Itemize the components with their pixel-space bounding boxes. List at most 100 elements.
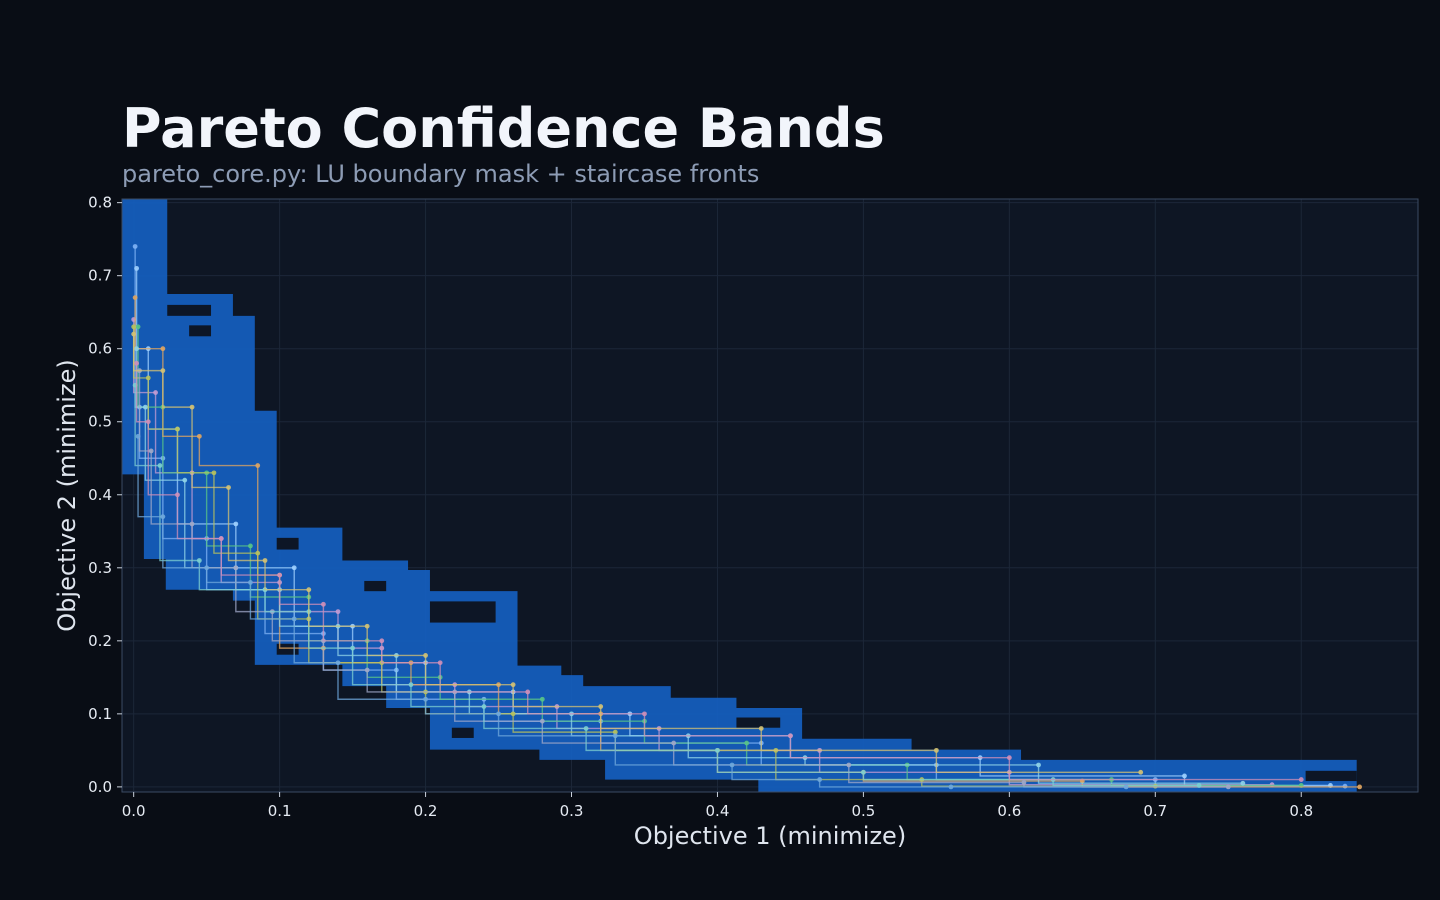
x-tick-label: 0.4 [706,802,730,820]
x-tick-label: 0.2 [414,802,438,820]
front-point [1342,783,1348,789]
band-hole [429,601,496,623]
band-hole [276,643,299,655]
front-series [137,368,1231,790]
front-point [135,324,141,330]
y-tick-label: 0.5 [88,413,112,431]
x-tick-label: 0.3 [560,802,584,820]
front-point [175,492,180,498]
front-point [612,729,618,735]
front-point [525,689,531,695]
band-hole [1305,770,1357,782]
front-point [350,645,355,651]
front-point [196,433,202,439]
front-point [211,470,217,476]
front-point [142,404,148,410]
front-point [145,375,151,381]
x-tick-label: 0.0 [122,802,146,820]
confidence-band [122,199,1357,792]
y-tick-label: 0.8 [88,194,112,212]
front-point [933,747,939,753]
y-tick-label: 0.7 [88,267,112,285]
band-hole [167,304,212,316]
front-point [539,696,545,702]
front-point [148,448,154,454]
front-point [1357,784,1363,790]
front-point [189,404,195,410]
front-point [134,360,139,366]
front-point [948,784,954,790]
x-tick-label: 0.7 [1143,802,1167,820]
front-point [437,660,443,666]
front-point [715,747,720,753]
chart-title: Pareto Confidence Bands [122,97,885,160]
front-point [157,463,163,468]
y-tick-label: 0.2 [88,632,112,650]
front-point [423,653,428,658]
front-point [204,565,210,571]
y-tick-label: 0.4 [88,486,112,504]
front-point [379,638,385,644]
y-axis-ticks: 0.0 0.1 0.2 0.3 0.4 0.5 0.6 0.7 0.8 [88,194,122,796]
front-point [291,616,297,622]
front-point [291,565,297,571]
front-point [160,368,166,374]
front-point [132,295,138,300]
front-point [306,587,312,593]
x-axis-ticks: 0.0 0.1 0.2 0.3 0.4 0.5 0.6 0.7 0.8 [122,792,1313,820]
y-tick-label: 0.6 [88,340,112,358]
front-point [1036,762,1041,768]
front-point [729,762,735,768]
front-point [160,514,166,520]
staircase-fronts [131,244,1363,790]
front-point [134,265,139,271]
front-point [182,477,188,483]
front-point [612,733,618,739]
front-point [1138,769,1144,775]
front-point [175,426,180,432]
front-point [423,696,428,702]
front-point [642,711,647,717]
front-point [744,740,750,746]
front-point [196,558,202,563]
front-point [510,682,516,688]
plot-frame [121,198,1419,793]
front-point [321,601,326,607]
front-point [1021,780,1027,785]
front-point [132,244,138,249]
y-tick-label: 0.1 [88,705,112,723]
front-point [846,762,852,768]
front-point [671,740,677,746]
front-point [262,558,268,563]
front-point [233,565,239,571]
front-point [510,711,516,717]
front-point [408,682,414,688]
front-point [496,711,501,717]
front-point [233,521,239,527]
front-point [255,463,261,468]
front-point [788,733,793,739]
front-point [153,390,158,395]
y-tick-label: 0.0 [88,778,112,796]
front-point [1225,784,1231,790]
front-point [335,660,341,666]
front-point [255,550,261,556]
front-point [189,521,195,527]
y-axis-label: Objective 2 (minimize) [53,359,81,631]
band-hole [364,580,387,592]
front-point [335,609,341,615]
front-point [145,419,151,425]
front-point [160,346,166,352]
front-line [137,436,1127,788]
front-series [135,433,1129,790]
front-point [817,777,823,782]
x-tick-label: 0.8 [1289,802,1313,820]
front-point [218,536,224,541]
front-point [583,726,589,731]
band-hole [276,537,299,550]
front-point [135,433,141,439]
front-point [1298,777,1304,782]
x-tick-label: 0.5 [851,802,875,820]
front-point [131,324,137,330]
x-tick-label: 0.6 [997,802,1021,820]
